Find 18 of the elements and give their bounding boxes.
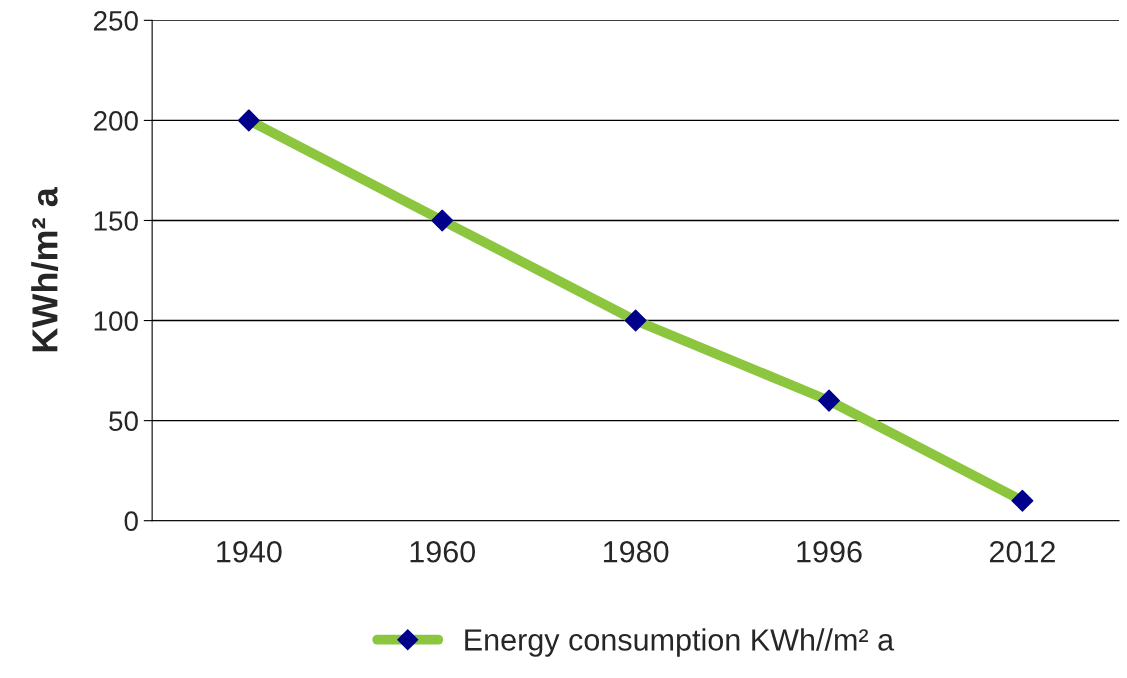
y-tick-label: 50 — [109, 411, 138, 431]
point — [431, 209, 454, 232]
point — [624, 309, 647, 332]
y-tick-label: 0 — [124, 511, 138, 532]
point — [818, 389, 841, 412]
y-tick-label: 150 — [94, 211, 138, 231]
x-tick-label: 1996 — [797, 540, 862, 563]
y-tick-label: 250 — [94, 11, 138, 31]
x-tick-label: 2012 — [989, 540, 1055, 563]
point — [1011, 489, 1034, 512]
point — [237, 109, 260, 132]
x-tick-label: 1960 — [410, 540, 476, 563]
x-tick-label: 1940 — [217, 540, 282, 563]
legend-label: Energy consumption KWh//m² a — [465, 628, 895, 657]
y-tick-label: 100 — [94, 311, 138, 331]
y-axis-title: KWh/m² a — [31, 187, 59, 352]
x-tick-label: 1980 — [603, 540, 669, 563]
y-tick-label: 200 — [94, 111, 138, 131]
